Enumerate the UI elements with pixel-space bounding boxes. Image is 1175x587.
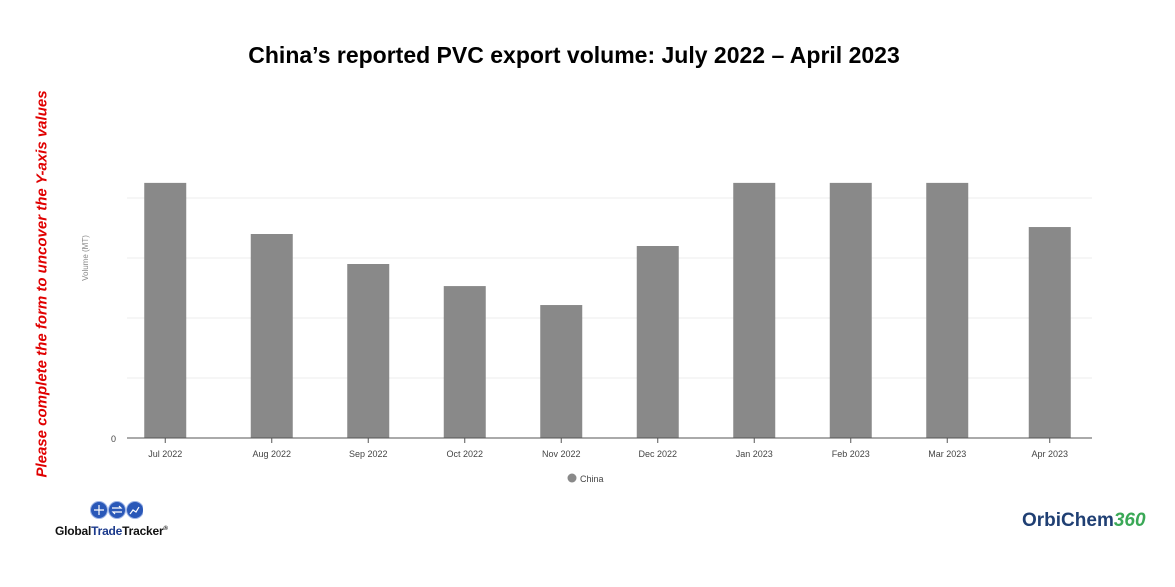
bar-feb-2023[interactable] [829, 182, 872, 438]
bar-oct-2022[interactable] [443, 286, 486, 438]
x-tick-label: Aug 2022 [252, 449, 291, 459]
bar-jul-2022[interactable] [144, 182, 187, 438]
gtt-globes-icon [90, 501, 143, 519]
chart-title: China’s reported PVC export volume: July… [248, 42, 900, 68]
x-tick-label: Oct 2022 [446, 449, 483, 459]
gtt-wordmark: GlobalTradeTracker® [55, 524, 168, 538]
bar-dec-2022[interactable] [636, 246, 679, 438]
orbichem360-logo: OrbiChem360 [1022, 510, 1146, 531]
legend[interactable]: China [567, 473, 604, 485]
bars [144, 182, 1071, 438]
x-tick-label: Sep 2022 [349, 449, 388, 459]
y-axis-title: Volume (MT) [81, 235, 90, 281]
y-tick-label: 0 [111, 434, 116, 444]
legend-marker [567, 473, 577, 483]
bar-apr-2023[interactable] [1028, 227, 1071, 438]
x-tick-label: Mar 2023 [928, 449, 966, 459]
bar-sep-2022[interactable] [347, 264, 390, 438]
bar-aug-2022[interactable] [250, 234, 293, 438]
bar-jan-2023[interactable] [733, 182, 776, 438]
x-tick-label: Apr 2023 [1031, 449, 1068, 459]
globaltradetracker-logo: GlobalTradeTracker® [55, 500, 195, 540]
bar-nov-2022[interactable] [540, 305, 583, 438]
bar-mar-2023[interactable] [926, 182, 969, 438]
x-tick-label: Nov 2022 [542, 449, 581, 459]
legend-label: China [580, 474, 604, 484]
x-tick-label: Dec 2022 [638, 449, 677, 459]
x-tick-label: Jan 2023 [736, 449, 773, 459]
x-tick-label: Feb 2023 [832, 449, 870, 459]
x-tick-label: Jul 2022 [148, 449, 182, 459]
x-ticks: Jul 2022 Aug 2022 Sep 2022 Oct 2022 Nov 2022… [148, 438, 1068, 459]
